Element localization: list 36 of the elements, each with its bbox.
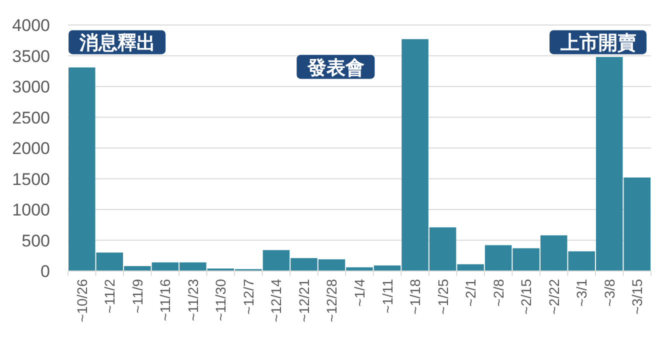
x-tick-label: ~2/22 xyxy=(546,278,562,314)
x-tick-label: ~1/11 xyxy=(379,278,396,314)
x-tick-label: ~10/26 xyxy=(74,278,90,322)
x-tick-label: ~1/18 xyxy=(407,278,424,314)
x-tick-label: ~11/30 xyxy=(212,278,229,322)
y-tick-label: 3500 xyxy=(12,46,50,66)
annotation: 上市開賣 xyxy=(560,32,637,54)
x-tick-label: ~3/15 xyxy=(629,278,646,314)
annotation: 消息釋出 xyxy=(78,32,156,54)
annotation: 上市開賣 xyxy=(550,30,647,54)
x-tick-label: ~2/15 xyxy=(518,278,534,314)
x-tick-label: ~1/4 xyxy=(352,278,368,307)
x-tick-label: ~12/14 xyxy=(268,278,284,322)
y-tick-label: 3000 xyxy=(12,78,50,96)
x-tick-label: ~12/28 xyxy=(324,278,340,322)
annotation: 發表會 xyxy=(306,56,365,79)
y-tick-label: 2500 xyxy=(12,108,50,128)
y-tick-label: 4000 xyxy=(12,16,50,35)
annotation: 發表會 xyxy=(296,54,375,79)
x-tick-label: ~2/8 xyxy=(490,278,506,307)
y-tick-label: 500 xyxy=(22,231,50,250)
x-tick-label: ~12/7 xyxy=(240,278,256,314)
x-tick-label: ~11/23 xyxy=(184,278,201,322)
y-tick-label: 2000 xyxy=(12,139,50,158)
x-tick-label: ~11/9 xyxy=(129,278,146,314)
y-tick-label: 1000 xyxy=(12,200,50,220)
annotation: 消息釋出 xyxy=(68,30,166,54)
y-tick-label: 0 xyxy=(40,262,50,281)
x-tick-label: ~3/8 xyxy=(601,278,618,307)
x-tick-label: ~11/16 xyxy=(157,278,174,322)
x-tick-label: ~11/2 xyxy=(102,278,118,314)
x-tick-label: ~12/21 xyxy=(296,278,312,322)
y-tick-label: 1500 xyxy=(12,170,50,189)
x-tick-label: ~3/1 xyxy=(574,278,590,307)
x-tick-label: ~1/25 xyxy=(434,278,451,314)
x-tick-label: ~2/1 xyxy=(462,278,479,307)
